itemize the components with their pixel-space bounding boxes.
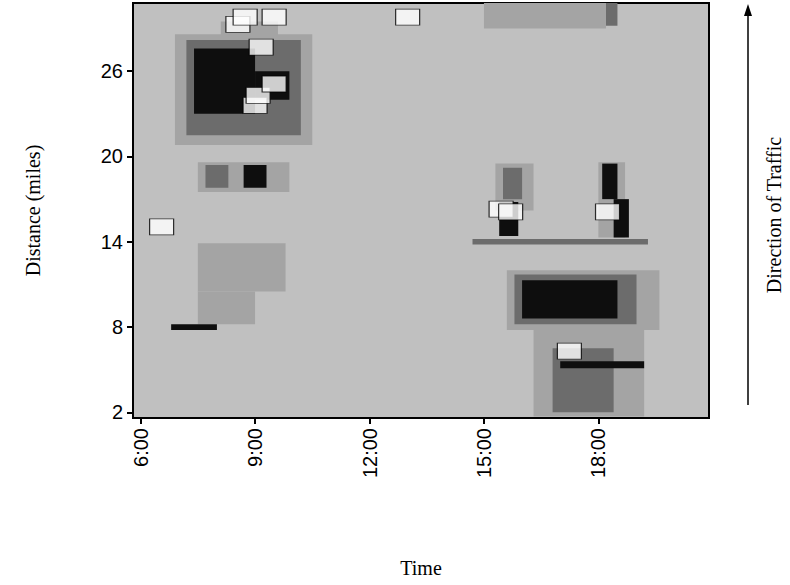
svg-text:26: 26 <box>101 60 123 82</box>
svg-text:9:00: 9:00 <box>244 428 266 467</box>
svg-text:Time: Time <box>400 557 442 579</box>
svg-text:8: 8 <box>112 316 123 338</box>
svg-text:14: 14 <box>101 231 123 253</box>
svg-text:2: 2 <box>112 401 123 423</box>
svg-text:20: 20 <box>101 145 123 167</box>
svg-text:6:00: 6:00 <box>130 428 152 467</box>
svg-text:18:00: 18:00 <box>587 428 609 478</box>
svg-text:Distance (miles): Distance (miles) <box>22 145 45 277</box>
svg-text:15:00: 15:00 <box>473 428 495 478</box>
svg-text:12:00: 12:00 <box>359 428 381 478</box>
svg-text:Direction of Traffic: Direction of Traffic <box>763 137 785 293</box>
